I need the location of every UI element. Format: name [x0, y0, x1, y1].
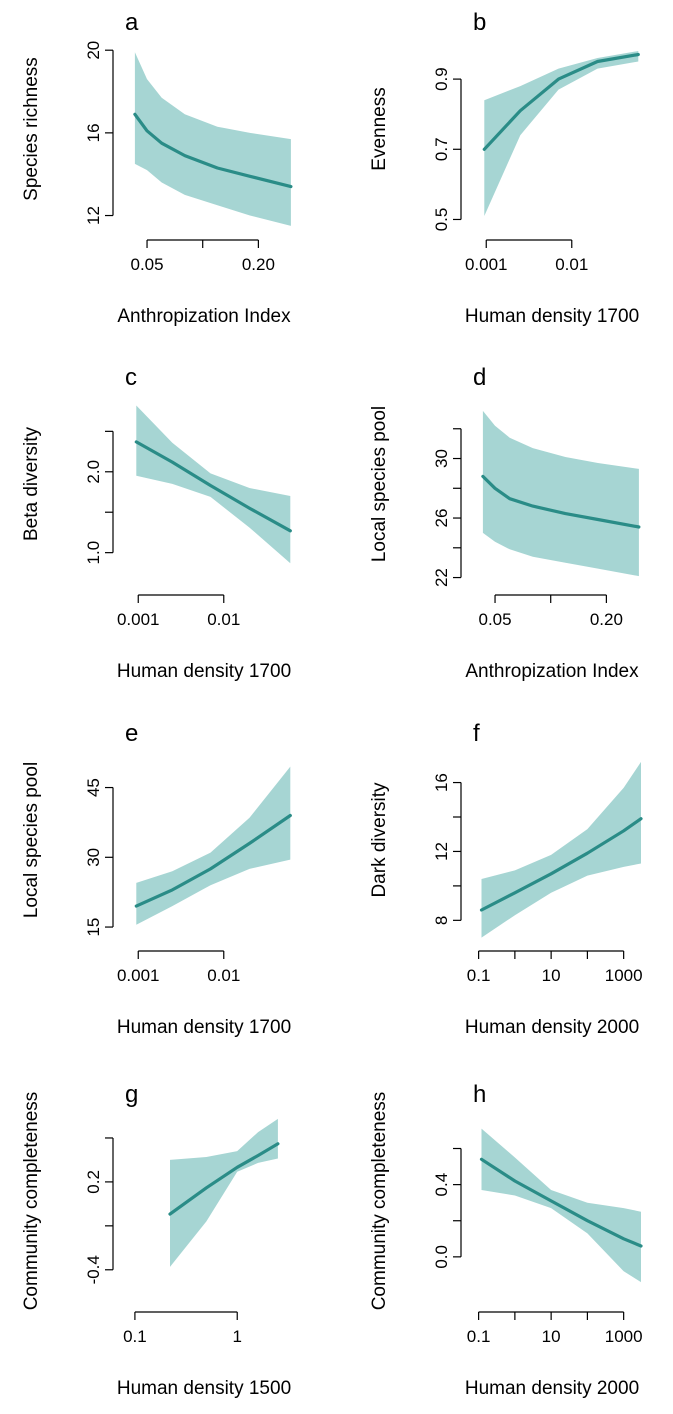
- y-tick-label: 0.4: [432, 1173, 451, 1197]
- x-tick-label: 0.1: [123, 1327, 147, 1346]
- panel-e: 15 30 45 0.001 0.01 e Human density 1700 Local …: [21, 720, 292, 1038]
- panel-letter: a: [125, 9, 139, 36]
- x-tick-label: 0.05: [478, 610, 511, 629]
- y-tick-label: 15: [84, 918, 103, 937]
- fitted-line: [134, 813, 292, 908]
- y-tick-label: 8: [432, 916, 451, 925]
- y-tick-label: 16: [84, 123, 103, 142]
- y-axis-title: Community completeness: [369, 1092, 390, 1311]
- confidence-band: [136, 766, 291, 925]
- y-tick-label: 16: [432, 773, 451, 792]
- y-axis-title: Evenness: [369, 87, 390, 170]
- confidence-band: [482, 410, 639, 577]
- panel-letter: c: [125, 364, 137, 391]
- y-tick-label: 0.5: [432, 208, 451, 232]
- y-axis-title: Local species pool: [21, 762, 42, 918]
- x-tick-label: 0.01: [207, 966, 240, 985]
- x-tick-label: 0.01: [555, 255, 588, 274]
- y-tick-label: 30: [84, 848, 103, 867]
- confidence-band: [134, 52, 291, 226]
- fitted-line: [479, 1157, 643, 1248]
- x-tick-label: 0.001: [117, 966, 160, 985]
- x-axis-title: Human density 1500: [117, 1378, 291, 1399]
- x-axis-title: Human density 1700: [117, 661, 291, 682]
- y-tick-label: 12: [432, 842, 451, 861]
- x-tick-label: 0.05: [130, 255, 163, 274]
- panel-letter: d: [473, 364, 486, 391]
- y-tick-label: 12: [84, 206, 103, 225]
- y-tick-label: 1.0: [84, 541, 103, 565]
- x-tick-label: 1000: [605, 966, 643, 985]
- x-axis-title: Human density 1700: [465, 306, 639, 327]
- y-axis-title: Species richness: [21, 57, 42, 201]
- x-tick-label: 0.1: [467, 1327, 491, 1346]
- fitted-line: [133, 112, 293, 189]
- x-tick-label: 0.20: [590, 610, 623, 629]
- y-tick-label: 30: [432, 449, 451, 468]
- y-tick-label: 0.0: [432, 1245, 451, 1269]
- x-axis-title: Human density 2000: [465, 1017, 639, 1038]
- fitted-line: [134, 440, 292, 533]
- panel-letter: e: [125, 720, 138, 747]
- fitted-line: [482, 52, 640, 151]
- x-axis-title: Human density 2000: [465, 1378, 639, 1399]
- x-tick-label: 0.20: [242, 255, 275, 274]
- panel-f: 8 12 16 0.1 10 1000 f Human density 2000 Dark di…: [369, 720, 643, 1038]
- confidence-band: [481, 761, 641, 938]
- panel-letter: f: [473, 720, 480, 747]
- x-tick-label: 0.01: [207, 610, 240, 629]
- fitted-line: [481, 474, 641, 529]
- confidence-band: [136, 405, 291, 564]
- y-axis-title: Local species pool: [369, 406, 390, 562]
- panel-letter: b: [473, 9, 486, 36]
- panel-d: 22 26 30 0.05 0.20 d Anthropization Index Local…: [369, 364, 641, 682]
- x-axis-title: Human density 1700: [117, 1017, 291, 1038]
- fitted-line: [168, 1142, 280, 1216]
- x-tick-label: 0.001: [465, 255, 508, 274]
- panel-a: 12 16 20 0.05 0.20 a Anthropization Index Speci…: [21, 9, 293, 327]
- panel-g: -0.4 0.2 0.1 1 g Human density 1500 Community …: [21, 1081, 291, 1399]
- fitted-line: [479, 817, 643, 912]
- y-tick-label: 20: [84, 41, 103, 60]
- x-axis-title: Anthropization Index: [117, 306, 291, 327]
- y-tick-label: 45: [84, 778, 103, 797]
- y-axis-title: Dark diversity: [369, 782, 390, 898]
- x-tick-label: 0.001: [117, 610, 160, 629]
- y-tick-label: 2.0: [84, 460, 103, 484]
- panel-letter: h: [473, 1081, 486, 1108]
- panel-c: 1.0 2.0 0.001 0.01 c Human density 1700 Beta d…: [21, 364, 292, 682]
- y-tick-label: -0.4: [84, 1255, 103, 1284]
- panel-h: 0.0 0.4 0.1 10 1000 h Human density 2000 Commun…: [369, 1081, 643, 1399]
- x-tick-label: 10: [542, 966, 561, 985]
- y-tick-label: 26: [432, 509, 451, 528]
- x-tick-label: 1: [232, 1327, 241, 1346]
- panel-b: 0.5 0.7 0.9 0.001 0.01 b Human density 1700 Eve…: [369, 9, 640, 327]
- y-tick-label: 0.7: [432, 137, 451, 161]
- y-tick-label: 0.9: [432, 67, 451, 91]
- panel-letter: g: [125, 1081, 138, 1108]
- x-axis-title: Anthropization Index: [465, 661, 639, 682]
- y-axis-title: Beta diversity: [21, 426, 42, 541]
- x-tick-label: 1000: [605, 1327, 643, 1346]
- x-tick-label: 10: [542, 1327, 561, 1346]
- y-tick-label: 0.2: [84, 1170, 103, 1194]
- y-tick-label: 22: [432, 568, 451, 587]
- y-axis-title: Community completeness: [21, 1092, 42, 1311]
- confidence-band: [484, 51, 639, 216]
- confidence-band: [170, 1118, 278, 1267]
- x-tick-label: 0.1: [467, 966, 491, 985]
